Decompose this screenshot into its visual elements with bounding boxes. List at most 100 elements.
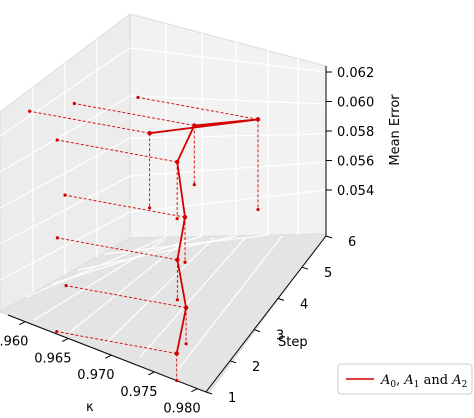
- x-tick-mark: [191, 388, 198, 393]
- x-tick-label: 0.980: [163, 402, 200, 417]
- x-tick-mark: [62, 337, 69, 342]
- grid-group: [0, 24, 327, 373]
- z-axis-label: Mean Error: [388, 94, 403, 166]
- series-point: [183, 305, 189, 310]
- y-tick-label: 5: [324, 266, 332, 281]
- pane-back-right: [129, 13, 327, 239]
- projection-point-floor: [192, 183, 196, 187]
- grid-line: [129, 189, 327, 213]
- projection-line-wall: [137, 96, 259, 120]
- x-tick-mark: [148, 371, 155, 376]
- projection-line-wall: [57, 237, 178, 261]
- grid-line: [0, 175, 131, 245]
- projection-point-wall: [55, 138, 59, 142]
- x-tick-group: 0.960 0.965 0.970 0.975 0.980: [0, 321, 201, 417]
- z-tick-group: 0.062 0.060 0.058 0.056 0.054: [326, 66, 374, 199]
- x-tick-mark: [105, 354, 112, 359]
- x-axis-line: [7, 314, 207, 393]
- z-tick-label: 0.058: [337, 125, 374, 140]
- grid-line: [103, 234, 269, 255]
- legend-sub-2: 2: [462, 380, 468, 390]
- z-tick-label: 0.060: [337, 96, 374, 111]
- series-group: [147, 117, 261, 356]
- legend-symbol-a1: A: [403, 373, 413, 388]
- grid-line: [129, 47, 327, 73]
- y-tick-label: 1: [228, 391, 236, 406]
- projection-line-wall: [64, 194, 186, 218]
- projection-point-floor: [256, 207, 260, 212]
- projection-point-floor: [175, 217, 179, 221]
- y-tick-group: 1 2 3 4 5 6: [205, 235, 356, 406]
- grid-line: [104, 237, 215, 345]
- x-tick-label: 0.975: [120, 385, 157, 400]
- axis-edges: [7, 66, 327, 393]
- legend-box: [337, 363, 473, 395]
- series-point: [175, 257, 180, 263]
- projection-point-wall: [55, 236, 59, 240]
- legend-label: A0, A1 and A2: [380, 373, 467, 390]
- y-tick-mark: [277, 297, 285, 301]
- projection-lines: [28, 95, 260, 383]
- projection-line-wall: [29, 110, 150, 134]
- projection-point-floor: [175, 298, 179, 302]
- y-tick-label: 3: [276, 329, 284, 344]
- x-tick-mark: [18, 321, 26, 326]
- y-tick-mark: [301, 266, 309, 270]
- projection-point-wall: [64, 284, 68, 288]
- z-tick-label: 0.054: [337, 184, 374, 199]
- y-axis-label: Step: [278, 335, 308, 350]
- legend-symbol-a0: A: [380, 373, 390, 388]
- projection-point-floor: [148, 206, 152, 210]
- grid-line: [25, 236, 167, 298]
- legend: A0, A1 and A2: [337, 363, 473, 395]
- legend-sub-1: 1: [414, 380, 420, 390]
- y-tick-label: 2: [252, 360, 260, 375]
- grid-line: [0, 137, 131, 209]
- projection-point-wall: [72, 101, 76, 106]
- x-tick-label: 0.970: [77, 368, 114, 383]
- series-point: [192, 123, 197, 128]
- legend-and: and: [420, 373, 453, 388]
- y-tick-mark: [253, 329, 261, 333]
- projection-point-wall: [136, 95, 140, 99]
- projection-point-wall: [55, 329, 59, 334]
- projection-point-wall: [28, 109, 32, 113]
- y-tick-label: 6: [348, 235, 356, 250]
- series-point: [174, 159, 180, 165]
- grid-line: [0, 211, 131, 281]
- y-tick-mark: [205, 391, 213, 395]
- projection-point-floor: [183, 260, 187, 264]
- grid-line: [175, 235, 283, 373]
- y-tick-label: 4: [300, 297, 308, 312]
- x-tick-label: 0.965: [34, 351, 71, 366]
- y-tick-mark: [229, 360, 237, 364]
- projection-line-wall: [57, 139, 178, 163]
- z-tick-label: 0.056: [337, 155, 374, 170]
- grid-line: [139, 236, 247, 358]
- x-tick-label: 0.960: [0, 335, 28, 350]
- grid-line: [0, 95, 131, 173]
- grid-line: [129, 95, 327, 105]
- legend-symbol-a2: A: [451, 373, 461, 388]
- grid-line: [129, 161, 327, 177]
- projection-point-floor: [184, 342, 188, 346]
- grid-line: [69, 239, 186, 333]
- series-point: [174, 351, 179, 356]
- legend-sub-0: 0: [390, 380, 396, 390]
- legend-separator-1: ,: [396, 373, 404, 388]
- series-point: [182, 214, 188, 220]
- z-tick-label: 0.062: [337, 66, 374, 81]
- projection-line-wall: [66, 285, 187, 309]
- y-axis-line: [205, 235, 327, 393]
- series-point: [147, 131, 152, 136]
- projection-line-wall: [56, 331, 177, 355]
- projection-point-wall: [63, 193, 67, 197]
- grid-line: [0, 47, 131, 137]
- x-axis-label: κ: [86, 400, 94, 415]
- projection-point-floor: [175, 379, 179, 383]
- y-tick-mark: [325, 235, 333, 239]
- grid-line: [129, 133, 327, 139]
- projection-line-wall: [74, 103, 195, 126]
- series-line: [149, 118, 259, 354]
